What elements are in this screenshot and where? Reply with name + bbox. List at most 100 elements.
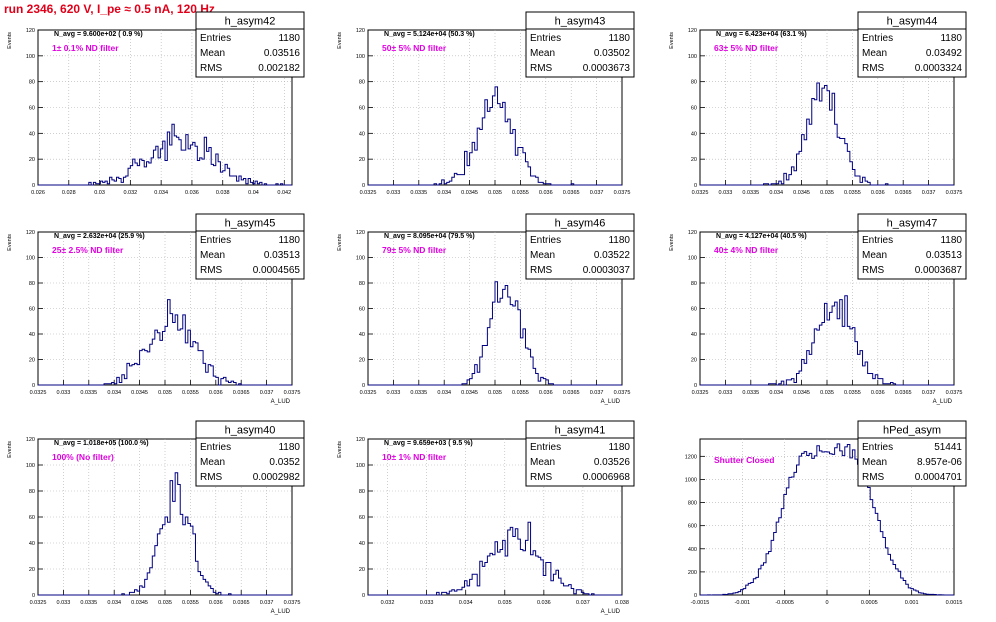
y-tick-label: 80: [691, 80, 697, 86]
filter-annotation: 1± 0.1% ND filter: [52, 43, 119, 53]
y-tick-label: 600: [688, 524, 697, 530]
panel-h_asym43: 0.0325 0.033 0.0335 0.034 0.0345 0.035 0.0355 0…: [337, 11, 635, 196]
stats-value-mean: 0.03516: [264, 48, 301, 59]
x-tick-label: 0.033: [719, 190, 733, 196]
y-tick-label: 0: [694, 383, 697, 389]
y-tick-label: 80: [29, 80, 35, 86]
stats-value-rms: 0.0003673: [583, 63, 631, 74]
stats-label-mean: Mean: [200, 457, 225, 468]
y-tick-label: 100: [356, 463, 365, 469]
y-tick-label: 60: [29, 106, 35, 112]
stats-label-entries: Entries: [862, 442, 893, 453]
stats-value-mean: 0.03513: [926, 250, 963, 261]
stats-value-rms: 0.002182: [258, 63, 300, 74]
x-tick-label: 0.0365: [895, 190, 912, 196]
y-tick-label: 400: [688, 547, 697, 553]
x-tick-label: 0.0335: [80, 600, 97, 606]
x-tick-label: -0.0005: [775, 600, 794, 606]
y-tick-label: 60: [359, 515, 365, 521]
filter-annotation: 40± 4% ND filter: [714, 245, 779, 255]
y-tick-label: 0: [694, 593, 697, 599]
x-tick-label: 0.0345: [131, 600, 148, 606]
x-tick-label: 0.036: [209, 390, 223, 396]
y-tick-label: 40: [29, 131, 35, 137]
navg-label: N_avg = 2.632e+04 (25.9 %): [54, 233, 145, 240]
stats-label-rms: RMS: [862, 63, 885, 74]
x-tick-label: 0.036: [871, 390, 885, 396]
x-tick-label: 0.035: [158, 390, 172, 396]
x-tick-label: -0.0015: [691, 600, 710, 606]
y-tick-label: 0: [694, 183, 697, 189]
stats-value-rms: 0.0004565: [253, 265, 301, 276]
stats-box: [857, 28, 967, 78]
stats-label-entries: Entries: [530, 33, 561, 44]
x-tick-label: 0.0015: [946, 600, 963, 606]
x-tick-label: 0.036: [209, 600, 223, 606]
stats-label-rms: RMS: [200, 63, 223, 74]
x-tick-label: 0.036: [539, 390, 553, 396]
x-tick-label: 0.0365: [895, 390, 912, 396]
y-tick-label: 800: [688, 501, 697, 507]
y-axis-label: Events: [337, 441, 343, 458]
y-tick-label: 80: [29, 281, 35, 287]
stats-value-rms: 0.0006968: [583, 472, 631, 483]
stats-label-entries: Entries: [530, 235, 561, 246]
y-tick-label: 20: [691, 157, 697, 163]
x-tick-label: 0.0325: [30, 600, 47, 606]
stats-value-rms: 0.0002982: [253, 472, 301, 483]
stats-box: [195, 437, 305, 487]
y-axis-label: Events: [7, 32, 13, 49]
stats-value-rms: 0.0003324: [915, 63, 963, 74]
x-tick-label: 0.0345: [131, 390, 148, 396]
x-tick-label: 0.033: [387, 190, 401, 196]
stats-label-rms: RMS: [862, 472, 885, 483]
x-tick-label: 0.033: [57, 390, 71, 396]
stats-box: [525, 230, 635, 280]
x-tick-label: 0.034: [437, 390, 451, 396]
x-tick-label: 0.0335: [742, 390, 759, 396]
filter-annotation: 50± 5% ND filter: [382, 43, 447, 53]
stats-value-rms: 0.0003037: [583, 265, 631, 276]
y-tick-label: 60: [691, 307, 697, 313]
stats-label-mean: Mean: [200, 48, 225, 59]
x-tick-label: 0.034: [459, 600, 473, 606]
x-tick-label: 0.001: [905, 600, 919, 606]
panel-h_asym46: 0.0325 0.033 0.0335 0.034 0.0345 0.035 0.0355 0…: [337, 213, 635, 405]
stats-value-entries: 1180: [940, 33, 962, 44]
x-tick-label: 0.0325: [30, 390, 47, 396]
y-tick-label: 20: [359, 358, 365, 364]
x-tick-label: 0.0335: [410, 190, 427, 196]
x-tick-label: 0.037: [922, 190, 936, 196]
x-tick-label: 0.034: [154, 190, 168, 196]
y-tick-label: 60: [359, 106, 365, 112]
y-tick-label: 20: [29, 567, 35, 573]
x-tick-label: 0.038: [615, 600, 629, 606]
x-tick-label: 0.033: [387, 390, 401, 396]
x-tick-label: 0.033: [420, 600, 434, 606]
y-tick-label: 20: [29, 358, 35, 364]
x-tick-label: 0.0335: [410, 390, 427, 396]
x-axis-label: A_LUD: [601, 399, 621, 405]
y-tick-label: 120: [26, 230, 35, 236]
y-tick-label: 20: [359, 157, 365, 163]
stats-label-mean: Mean: [530, 48, 555, 59]
x-tick-label: 0.036: [537, 600, 551, 606]
x-tick-label: 0.033: [719, 390, 733, 396]
x-tick-label: 0.0375: [946, 190, 963, 196]
panel-h_asym41: 0.032 0.033 0.034 0.035 0.036 0.037 0.038 0 20 40…: [337, 420, 635, 615]
stats-box: [195, 28, 305, 78]
stats-value-entries: 1180: [608, 442, 630, 453]
y-axis-label: Events: [337, 234, 343, 251]
x-tick-label: 0.035: [488, 390, 502, 396]
x-tick-label: 0.0375: [284, 600, 301, 606]
navg-label: N_avg = 6.423e+04 (63.1 %): [716, 31, 807, 38]
y-tick-label: 80: [691, 281, 697, 287]
stats-value-mean: 0.03522: [594, 250, 631, 261]
y-tick-label: 100: [26, 54, 35, 60]
x-tick-label: 0.037: [590, 190, 604, 196]
y-tick-label: 80: [359, 80, 365, 86]
y-tick-label: 100: [688, 256, 697, 262]
stats-label-rms: RMS: [862, 265, 885, 276]
stats-label-entries: Entries: [862, 235, 893, 246]
filter-annotation: 25± 2.5% ND filter: [52, 245, 124, 255]
